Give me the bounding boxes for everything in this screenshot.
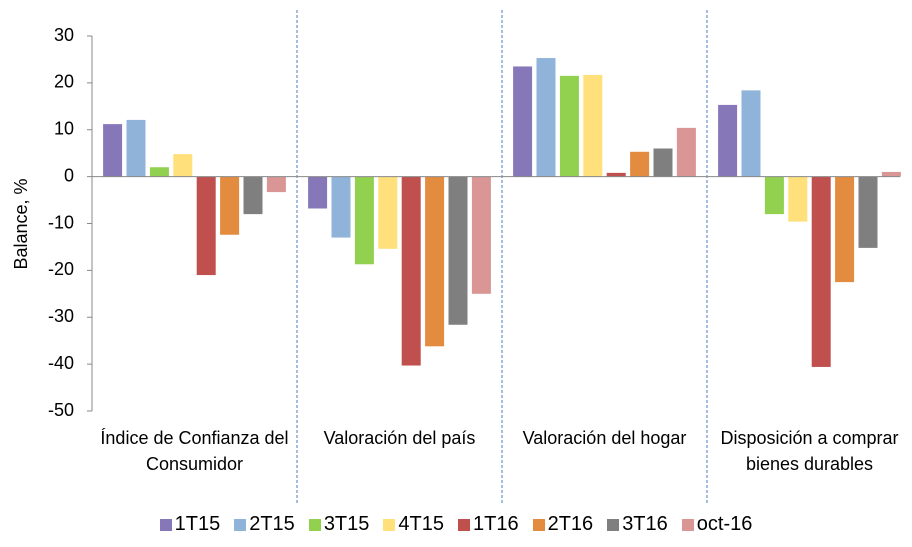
legend-label: 3T15 — [323, 513, 370, 535]
legend-item: 1T15 — [159, 513, 221, 536]
bar — [149, 167, 169, 177]
bar — [471, 176, 491, 294]
legend-item: 1T16 — [458, 513, 519, 536]
bar — [378, 176, 398, 249]
bar — [266, 176, 286, 193]
y-tick-label: 30 — [54, 25, 74, 45]
legend-item: 4T15 — [383, 513, 444, 536]
bar — [653, 148, 673, 177]
legend-label: 1T15 — [174, 513, 221, 535]
legend-swatch — [458, 518, 470, 531]
legend-item: 2T15 — [234, 513, 295, 536]
bar — [718, 104, 738, 177]
y-tick-label: -10 — [48, 212, 74, 232]
bar — [401, 176, 421, 366]
legend-item: 3T15 — [308, 513, 370, 536]
legend-swatch — [532, 518, 545, 531]
bar — [858, 176, 878, 248]
bar — [103, 124, 123, 177]
bar — [220, 176, 240, 235]
legend-swatch — [681, 518, 694, 531]
y-tick-label: 10 — [54, 119, 74, 139]
legend-label: 4T15 — [398, 513, 444, 535]
y-tick-label: -50 — [48, 400, 74, 420]
bar — [630, 151, 650, 177]
bar — [741, 90, 761, 177]
legend-label: 1T16 — [473, 513, 519, 535]
legend-swatch — [234, 518, 247, 531]
bar — [606, 172, 626, 177]
bar — [173, 154, 193, 177]
x-tick-label: Valoración del hogar — [522, 428, 687, 448]
bar — [676, 127, 696, 177]
bar — [835, 176, 855, 283]
bar — [448, 176, 468, 325]
bar — [788, 176, 808, 222]
legend-label: 2T15 — [249, 513, 295, 535]
x-tick-label: Disposición a comprar bienes durables — [720, 428, 899, 474]
bar — [764, 176, 784, 215]
legend-item: 2T16 — [532, 513, 594, 536]
bar — [308, 176, 328, 209]
legend-item: oct-16 — [681, 513, 753, 536]
bar — [583, 74, 603, 177]
x-tick-label: Índice de Confianza del Consumidor — [100, 428, 289, 474]
bar — [331, 176, 351, 238]
legend-swatch — [607, 518, 620, 531]
legend-label: 2T16 — [547, 513, 594, 535]
y-tick-label: 20 — [54, 72, 74, 92]
y-tick-label: -30 — [48, 306, 74, 326]
bar — [196, 176, 216, 276]
bar — [559, 75, 579, 177]
bar — [513, 66, 533, 177]
bar — [126, 119, 146, 177]
legend-swatch — [308, 518, 321, 531]
bar — [354, 176, 374, 265]
bar — [243, 176, 263, 215]
legend-label: oct-16 — [696, 513, 753, 535]
y-axis-label: Balance, % — [11, 178, 31, 269]
bar — [811, 176, 831, 367]
legend: 1T15 2T15 3T15 4T15 1T16 2T16 3T16 oct-16 — [0, 513, 912, 536]
y-tick-label: -20 — [48, 259, 74, 279]
legend-swatch — [159, 518, 172, 531]
legend-swatch — [383, 518, 396, 531]
y-tick-label: 0 — [64, 165, 74, 185]
legend-item: 3T16 — [607, 513, 668, 536]
bar — [881, 171, 901, 177]
bar — [536, 58, 556, 177]
legend-label: 3T16 — [622, 513, 668, 535]
y-tick-label: -40 — [48, 353, 74, 373]
x-tick-label: Valoración del país — [323, 428, 476, 448]
bar — [425, 176, 445, 347]
